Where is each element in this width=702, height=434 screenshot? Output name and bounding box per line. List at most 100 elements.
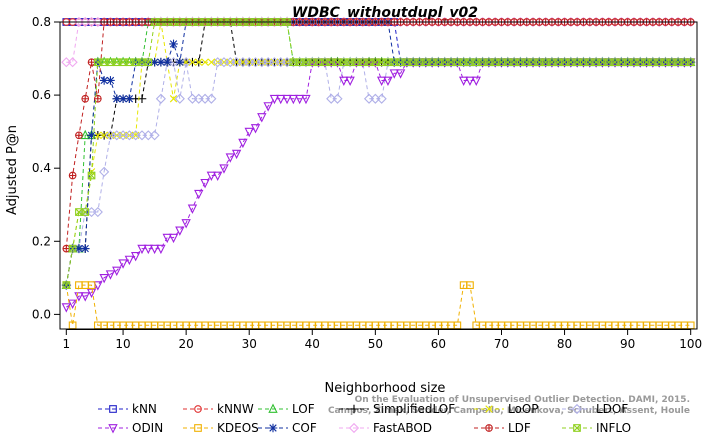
series-kdeos [62, 281, 695, 330]
data-point [181, 219, 191, 229]
data-point [169, 95, 178, 103]
data-point [168, 57, 179, 68]
legend-label: LDF [508, 421, 531, 434]
data-point [74, 244, 84, 253]
data-point [87, 281, 96, 289]
legend-item-simplifiedlof: SimplifiedLOF [339, 402, 455, 416]
data-point [376, 76, 387, 87]
data-point [86, 288, 97, 298]
legend-marker [348, 422, 360, 434]
legend-marker [485, 405, 493, 413]
data-point [80, 129, 90, 140]
data-point [155, 93, 166, 104]
x-tick-label: 70 [494, 337, 509, 351]
data-point [238, 138, 248, 149]
x-tick-label: 40 [305, 337, 320, 351]
data-point [81, 94, 90, 103]
legend-label: kNNW [217, 402, 254, 416]
data-point [383, 76, 393, 87]
data-point [130, 252, 141, 262]
data-point [250, 124, 261, 134]
data-point [174, 93, 185, 104]
data-point [207, 58, 216, 66]
data-point [244, 127, 254, 138]
data-point [282, 94, 292, 105]
data-point [144, 58, 153, 67]
y-tick-label: 0.0 [32, 307, 51, 321]
legend-marker [485, 424, 493, 432]
data-point [125, 94, 134, 104]
y-tick-label: 0.2 [32, 234, 51, 248]
data-point [156, 57, 166, 67]
data-point [276, 94, 286, 105]
data-point [466, 281, 474, 289]
legend-label: SimplifiedLOF [373, 402, 455, 416]
x-tick-label: 10 [115, 337, 130, 351]
watermark-line-2: Campos, Zimek, Sander, Campello, Micenko… [328, 406, 690, 416]
data-point [195, 58, 203, 66]
data-point [143, 244, 153, 255]
legend-label: COF [292, 421, 317, 434]
data-point [62, 244, 71, 253]
x-tick-label: 100 [679, 337, 702, 351]
data-point [389, 69, 399, 79]
legend-marker [194, 424, 202, 432]
data-point [686, 58, 695, 67]
watermark-line-1: On the Evaluation of Unsupervised Outlie… [355, 395, 690, 405]
series-line-kdeos [65, 284, 691, 326]
x-tick-label: 60 [431, 337, 446, 351]
data-point [150, 57, 159, 67]
legend-item-cof: COF [258, 421, 317, 434]
legend-item-knnw: kNNW [183, 402, 254, 416]
data-point [87, 171, 96, 180]
data-point [257, 113, 267, 123]
legend-marker [268, 403, 278, 413]
data-point [137, 244, 147, 255]
data-point [149, 244, 160, 255]
legend-item-ldf: LDF [474, 421, 531, 434]
data-point [345, 76, 355, 87]
legend-label: INFLO [596, 421, 631, 434]
data-point [188, 58, 197, 66]
y-tick-label: 0.6 [32, 88, 51, 102]
data-point [503, 58, 512, 67]
x-axis-label: Neighborhood size [325, 381, 446, 396]
data-point [93, 281, 103, 291]
data-point [112, 266, 122, 277]
legend-marker [573, 424, 581, 432]
data-point [80, 292, 90, 302]
data-point [80, 244, 90, 253]
series-odin [61, 58, 696, 313]
data-point [67, 57, 78, 68]
data-point [294, 94, 305, 105]
data-point [219, 164, 229, 174]
data-point [376, 93, 387, 104]
legend-item-odin: ODIN [98, 421, 163, 434]
data-point [339, 76, 349, 87]
plot-area [61, 16, 696, 330]
series-ldf [62, 18, 695, 253]
data-point [458, 76, 469, 87]
legend-label: kNN [132, 402, 157, 416]
legend-item-ldof: LDOF [562, 402, 628, 416]
plot-frame [59, 21, 698, 330]
legend-item-kdeos: KDEOS [183, 421, 259, 434]
legend-item-knn: kNN [98, 402, 157, 416]
data-point [92, 206, 103, 218]
y-tick-label: 0.4 [32, 161, 51, 175]
legend: kNN kNNW LOF SimplifiedLOF LoOP LDOF ODIN KDEOS… [98, 402, 631, 434]
data-point [201, 58, 209, 66]
data-point [471, 76, 481, 87]
data-point [263, 102, 273, 112]
legend-marker [109, 405, 117, 413]
data-point [68, 171, 77, 180]
data-point [175, 57, 185, 67]
legend-item-fastabod: FastABOD [339, 421, 432, 434]
x-tick-label: 1 [62, 337, 70, 351]
data-point [187, 204, 198, 214]
chart-title: WDBC_withoutdupl_v02 [292, 5, 478, 21]
x-tick-label: 30 [242, 337, 257, 351]
legend-label: LOF [292, 402, 315, 416]
legend-label: ODIN [132, 421, 163, 434]
